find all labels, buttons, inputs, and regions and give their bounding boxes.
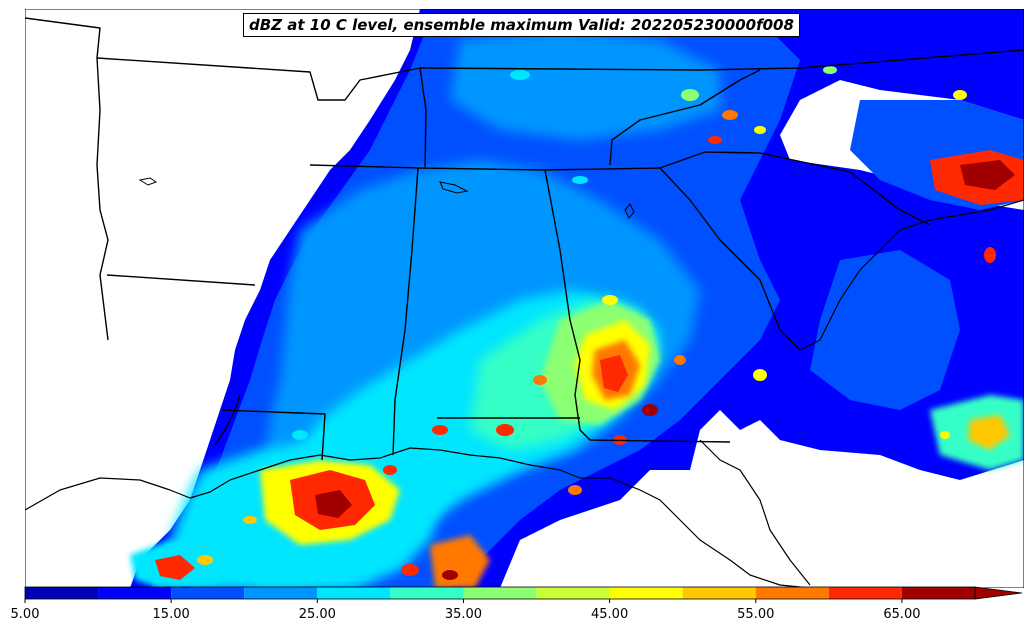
border-3 — [106, 274, 256, 286]
colorbar-segment — [755, 587, 829, 599]
border-6 — [544, 169, 731, 443]
colorbar-segment — [536, 587, 610, 599]
border-9 — [221, 409, 326, 461]
coastline — [25, 199, 1024, 588]
reflectivity-core-se-2 — [600, 355, 628, 392]
colorbar-segment — [609, 587, 683, 599]
colorbar-segment — [25, 587, 99, 599]
border-5 — [392, 167, 419, 456]
colorbar-tick-label: 65.00 — [883, 607, 921, 622]
reflectivity-core-texas-inner — [155, 555, 195, 580]
border-4 — [309, 151, 931, 226]
coast-1 — [25, 447, 811, 588]
lake-2 — [439, 181, 469, 194]
inland-water — [138, 177, 635, 219]
border-11 — [609, 69, 761, 166]
coast-3 — [779, 199, 1024, 351]
colorbar-segment — [901, 587, 975, 599]
colorbar-segment — [390, 587, 464, 599]
reflectivity-core-east-inner — [968, 415, 1010, 450]
colorbar-segment — [98, 587, 172, 599]
lake-1 — [138, 177, 158, 186]
border-1 — [25, 17, 1024, 101]
colorbar-segment — [317, 587, 391, 599]
colorbar-tick-label: 35.00 — [444, 607, 483, 622]
colorbar-segment — [828, 587, 902, 599]
colorbar — [24, 586, 1023, 603]
reflectivity-core-gulf-4 — [315, 490, 352, 518]
colorbar-tick-label: 55.00 — [737, 607, 775, 622]
border-2 — [96, 57, 109, 341]
colorbar-tick-label: 25.00 — [298, 607, 336, 622]
reflectivity-band-east-inner — [810, 250, 960, 410]
colorbar-segment — [463, 587, 537, 599]
map-title: dBZ at 10 C level, ensemble maximum Vali… — [243, 13, 800, 37]
colorbar-segment — [244, 587, 318, 599]
border-8 — [659, 167, 781, 331]
colorbar-tick-label: 45.00 — [591, 607, 629, 622]
colorbar-tick-label: 5.00 — [10, 607, 40, 622]
colorbar-segment — [171, 587, 245, 599]
colorbar-segment — [682, 587, 756, 599]
reflectivity-field — [130, 9, 1024, 588]
lake-3 — [624, 203, 635, 219]
reflectivity-core-nc-inner — [960, 160, 1015, 190]
reflectivity-cells — [197, 66, 996, 580]
colorbar-extend-arrow — [974, 586, 1023, 600]
coast-4 — [214, 394, 241, 446]
colorbar-outline — [24, 586, 976, 600]
coast-2 — [699, 439, 811, 586]
state-boundaries — [25, 17, 1024, 461]
colorbar-tick-label: 15.00 — [152, 607, 190, 622]
reflectivity-band-25-north — [450, 30, 720, 140]
border-10 — [419, 67, 427, 169]
